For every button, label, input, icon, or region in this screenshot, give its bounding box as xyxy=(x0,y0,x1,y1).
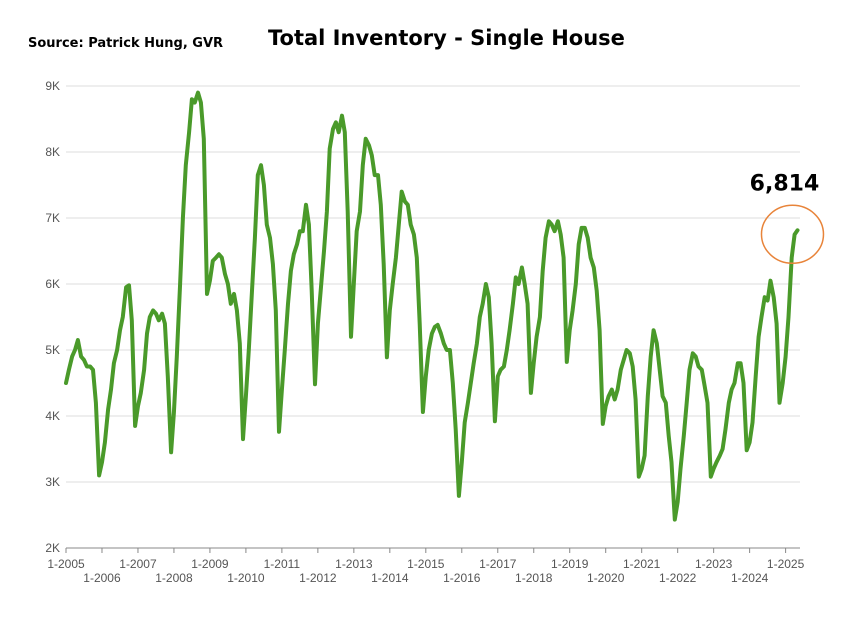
x-tick-labels: 1-20051-20061-20071-20081-20091-20101-20… xyxy=(47,557,804,585)
y-tick-label: 4K xyxy=(45,409,60,423)
y-tick-label: 9K xyxy=(45,79,60,93)
axes xyxy=(65,547,800,553)
x-tick-label: 1-2014 xyxy=(371,571,409,585)
y-tick-label: 2K xyxy=(45,541,60,555)
annotation: 6,814 xyxy=(750,171,825,265)
x-tick-label: 1-2024 xyxy=(731,571,769,585)
x-tick-label: 1-2006 xyxy=(83,571,121,585)
latest-value-label: 6,814 xyxy=(750,171,820,196)
x-tick-label: 1-2015 xyxy=(407,557,445,571)
x-tick-label: 1-2011 xyxy=(264,557,301,571)
series-lines xyxy=(64,90,800,522)
x-tick-label: 1-2021 xyxy=(623,557,661,571)
x-tick-label: 1-2005 xyxy=(47,557,85,571)
y-tick-label: 5K xyxy=(45,343,60,357)
x-tick-label: 1-2018 xyxy=(515,571,553,585)
x-tick-label: 1-2022 xyxy=(659,571,697,585)
x-tick-label: 1-2010 xyxy=(227,571,265,585)
x-tick-label: 1-2008 xyxy=(155,571,193,585)
x-tick-label: 1-2017 xyxy=(479,557,517,571)
x-tick-label: 1-2025 xyxy=(767,557,805,571)
y-tick-labels: 2K 3K 4K 5K 6K 7K 8K 9K xyxy=(45,79,60,555)
y-tick-label: 6K xyxy=(45,277,60,291)
y-tick-label: 3K xyxy=(45,475,60,489)
x-tick-label: 1-2019 xyxy=(551,557,589,571)
series-line xyxy=(64,90,800,522)
x-tick-label: 1-2023 xyxy=(695,557,733,571)
x-tick-label: 1-2020 xyxy=(587,571,625,585)
x-tick-label: 1-2016 xyxy=(443,571,481,585)
chart-title: Total Inventory - Single House xyxy=(268,26,625,50)
source-label: Source: Patrick Hung, GVR xyxy=(28,36,224,51)
x-tick-label: 1-2009 xyxy=(191,557,229,571)
x-tick-label: 1-2007 xyxy=(119,557,157,571)
highlight-circle xyxy=(760,204,825,265)
y-tick-label: 7K xyxy=(45,211,60,225)
y-tick-label: 8K xyxy=(45,145,60,159)
gridlines xyxy=(66,85,800,483)
x-tick-label: 1-2012 xyxy=(299,571,337,585)
x-tick-label: 1-2013 xyxy=(335,557,373,571)
